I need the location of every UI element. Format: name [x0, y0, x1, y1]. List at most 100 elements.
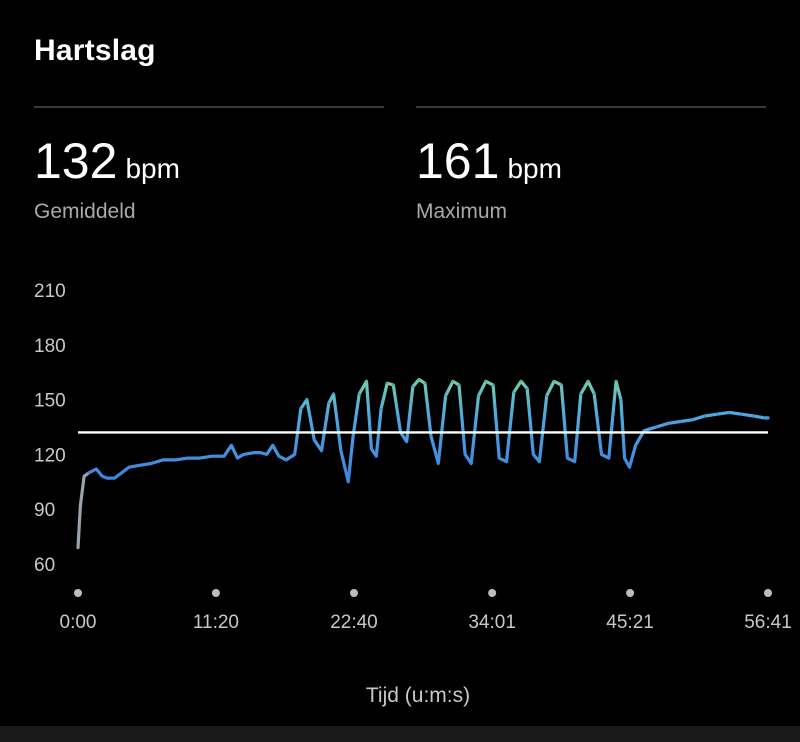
data-point	[767, 416, 769, 419]
data-point	[520, 380, 523, 383]
data-point	[579, 393, 582, 396]
data-point	[106, 477, 109, 480]
data-point	[174, 458, 177, 461]
x-tick-label: 11:20	[193, 612, 239, 633]
data-point	[186, 457, 189, 459]
data-point	[615, 380, 617, 383]
data-point	[545, 395, 548, 397]
data-point	[305, 398, 308, 401]
data-point	[728, 411, 731, 414]
data-point	[101, 475, 104, 478]
x-tick-label: 0:00	[60, 612, 97, 633]
data-point	[120, 471, 123, 474]
data-point	[265, 453, 268, 456]
data-point	[679, 420, 682, 423]
data-point	[437, 462, 440, 465]
y-tick-label: 210	[34, 281, 66, 302]
data-point	[587, 380, 589, 383]
stat-average: 132 bpm Gemiddeld	[34, 136, 180, 224]
data-point	[340, 449, 342, 452]
x-tick-dot	[74, 589, 82, 597]
data-point	[137, 464, 140, 467]
data-point	[223, 455, 225, 458]
data-point	[628, 466, 631, 469]
page-title: Hartslag	[34, 34, 156, 67]
data-point	[470, 462, 473, 465]
data-point	[313, 438, 316, 441]
data-point	[77, 546, 79, 549]
data-point	[655, 426, 658, 428]
data-point	[79, 504, 82, 507]
series-start-segment	[76, 471, 91, 550]
data-point	[492, 384, 495, 386]
data-point	[704, 415, 706, 417]
data-point	[352, 435, 355, 438]
data-point	[285, 458, 288, 461]
data-point	[593, 393, 596, 396]
data-point	[242, 453, 245, 456]
data-point	[600, 453, 603, 456]
series-line-hartslag	[87, 377, 770, 484]
data-point	[740, 413, 743, 416]
data-point	[667, 422, 670, 425]
data-point	[620, 398, 622, 401]
data-point	[553, 380, 555, 383]
data-point	[347, 480, 350, 483]
data-point	[370, 448, 373, 450]
x-tick-label: 34:01	[468, 612, 516, 633]
data-point	[259, 451, 262, 454]
data-point	[332, 393, 335, 396]
y-tick-label: 60	[34, 555, 55, 576]
data-point	[752, 415, 755, 417]
data-point	[113, 477, 116, 480]
data-point	[430, 435, 432, 438]
data-point	[477, 395, 480, 397]
x-tick-dot	[211, 589, 220, 597]
y-tick-label: 120	[34, 445, 66, 466]
data-point	[230, 444, 233, 447]
data-point	[293, 453, 296, 456]
x-tick-dot	[349, 589, 358, 597]
y-tick-label: 150	[34, 391, 66, 412]
maximum-value: 161	[416, 133, 500, 189]
data-point	[526, 387, 529, 390]
data-point	[464, 453, 467, 456]
average-unit: bpm	[125, 153, 180, 184]
data-point	[411, 385, 414, 388]
data-point	[162, 458, 165, 461]
x-axis-label: Tijd (u:m:s)	[366, 684, 470, 707]
data-point	[716, 413, 719, 416]
data-point	[424, 382, 426, 385]
data-point	[505, 460, 508, 463]
x-tick-dot	[626, 589, 635, 597]
data-point	[320, 449, 323, 452]
data-point	[358, 393, 361, 396]
data-point	[198, 457, 201, 459]
bottom-bar	[0, 726, 800, 742]
data-point	[211, 455, 213, 458]
data-point	[271, 444, 274, 447]
data-point	[277, 455, 280, 458]
x-tick-label: 56:41	[744, 612, 792, 633]
data-point	[643, 429, 645, 432]
data-point	[128, 466, 131, 469]
data-point	[560, 384, 563, 386]
data-point	[623, 457, 626, 459]
data-point	[417, 378, 420, 381]
maximum-label: Maximum	[416, 200, 508, 223]
data-point	[88, 471, 90, 474]
x-tick-dot	[488, 589, 497, 597]
data-point	[95, 468, 98, 470]
data-point	[365, 380, 368, 383]
data-point	[458, 384, 460, 386]
data-point	[484, 380, 487, 383]
data-point	[444, 395, 447, 397]
data-point	[573, 460, 576, 463]
data-point	[498, 457, 501, 459]
y-tick-label: 90	[34, 500, 55, 521]
data-point	[691, 418, 694, 421]
average-label: Gemiddeld	[34, 200, 136, 223]
data-point	[634, 444, 637, 447]
data-point	[452, 380, 454, 383]
